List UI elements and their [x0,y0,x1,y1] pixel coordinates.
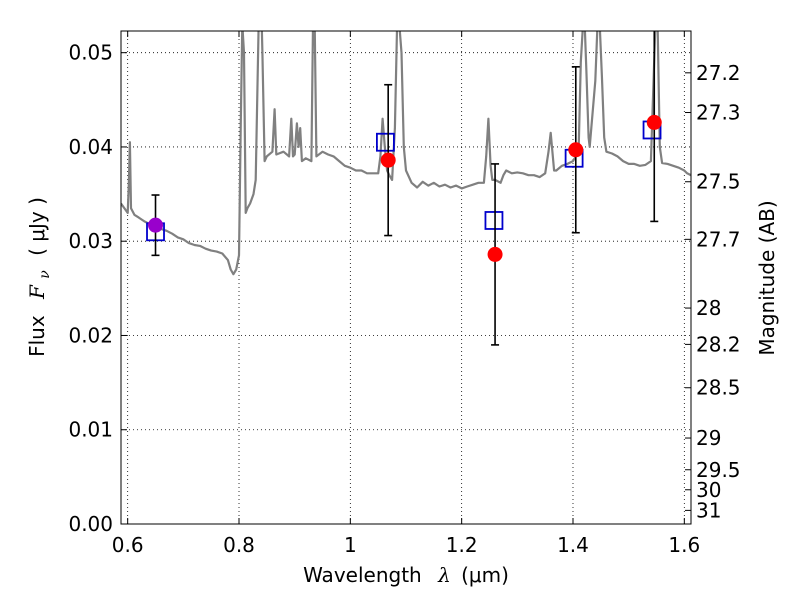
y-axis-label: Flux F ν ( μJy ) [25,197,54,357]
magnitude-tick-label: 29 [696,426,721,450]
y-tick-label: 0.05 [68,41,113,65]
x-tick-label: 1.6 [668,533,700,557]
magnitude-tick-label: 28.2 [696,332,741,356]
observed-point-marker [568,142,584,158]
y-axis-label-subscript: ν [37,270,53,279]
ticks [121,31,691,525]
x-axis-label-symbol: λ [437,563,451,587]
observed-point-marker [487,246,503,262]
magnitude-tick-label: 27.3 [696,101,741,125]
y-tick-label: 0.01 [68,418,113,442]
observed-point-marker [148,217,164,233]
magnitude-tick-label: 28.5 [696,376,741,400]
magnitude-tick-label: 31 [696,498,721,522]
y-tick-label: 0.00 [68,512,113,536]
x-tick-label: 0.8 [223,533,255,557]
x-tick-labels: 0.6 0.8 1 1.2 1.4 1.6 [112,533,700,557]
y-tick-labels: 0.00 0.01 0.02 0.03 0.04 0.05 [68,41,113,536]
marker-layer [146,31,662,346]
plot-background [121,31,691,524]
x-axis-label: Wavelength λ (μm) [303,563,509,587]
y-axis-label-unit: ( μJy ) [25,197,49,256]
magnitude-tick-label: 28 [696,296,721,320]
model-square-marker [484,211,504,230]
sed-line [121,31,691,276]
y-tick-label: 0.02 [68,323,113,347]
observed-point-marker [380,152,396,168]
x-tick-label: 1.4 [557,533,589,557]
x-tick-label: 0.6 [112,533,144,557]
magnitude-tick-label: 30 [696,478,721,502]
observed-point-marker [646,114,662,130]
magnitude-tick-label: 29.5 [696,458,741,482]
y-axis-label-symbol: F [25,284,49,300]
sed-layer [121,31,691,276]
y-tick-label: 0.03 [68,229,113,253]
x-tick-label: 1.2 [446,533,478,557]
right-axis-label: Magnitude (AB) [755,200,779,355]
magnitude-tick-label: 27.2 [696,61,741,85]
x-axis-label-unit: (μm) [461,563,509,587]
y-axis-label-prefix: Flux [25,315,49,357]
magnitude-tick-label: 27.7 [696,227,741,251]
plot-frame [120,30,692,525]
model-square-marker [376,132,395,152]
magnitude-tick-label: 27.5 [696,170,741,194]
x-axis-label-prefix: Wavelength [303,563,422,587]
x-tick-label: 1 [344,533,357,557]
y-tick-label: 0.04 [68,135,113,159]
